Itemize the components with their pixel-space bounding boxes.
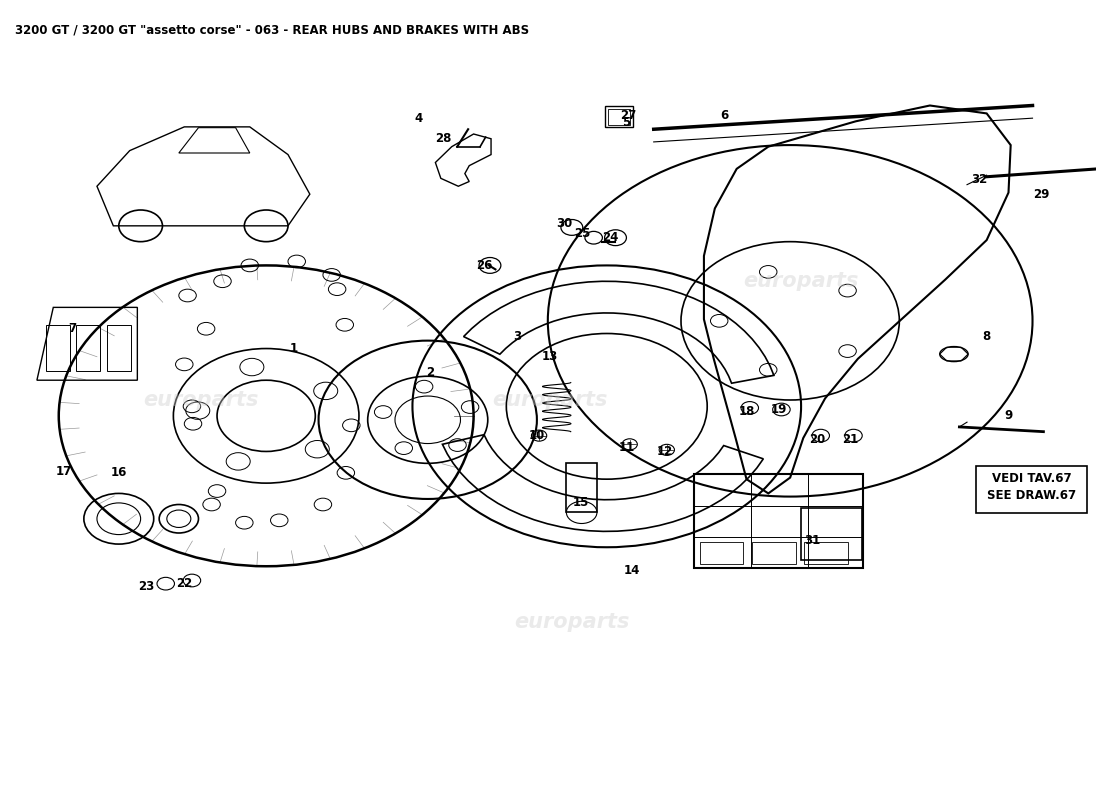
Bar <box>752 542 795 564</box>
Text: 13: 13 <box>542 350 558 363</box>
Text: 8: 8 <box>982 330 991 343</box>
Text: 3: 3 <box>514 330 521 343</box>
Circle shape <box>845 430 862 442</box>
Bar <box>605 106 632 127</box>
Text: 28: 28 <box>434 132 451 146</box>
Bar <box>694 474 864 568</box>
Bar <box>608 109 629 125</box>
Text: 29: 29 <box>1033 188 1049 201</box>
Text: 4: 4 <box>415 113 424 126</box>
Circle shape <box>772 403 790 416</box>
Text: 19: 19 <box>771 403 788 416</box>
Text: 21: 21 <box>843 433 858 446</box>
Text: 23: 23 <box>138 579 154 593</box>
Text: 25: 25 <box>574 227 591 240</box>
Text: 24: 24 <box>602 231 618 244</box>
Text: 10: 10 <box>529 429 544 442</box>
Text: 18: 18 <box>738 406 755 418</box>
Text: 27: 27 <box>620 109 637 122</box>
Text: 20: 20 <box>810 433 826 446</box>
Text: 12: 12 <box>657 445 673 458</box>
Bar <box>976 466 1087 514</box>
Text: 17: 17 <box>56 465 73 478</box>
Text: 9: 9 <box>1004 410 1013 422</box>
Bar <box>700 542 744 564</box>
Bar <box>45 325 69 370</box>
Text: europarts: europarts <box>514 612 629 632</box>
Bar <box>107 325 131 370</box>
Bar <box>566 463 597 513</box>
Text: 32: 32 <box>971 174 987 186</box>
Text: 26: 26 <box>476 259 493 272</box>
Bar <box>76 325 100 370</box>
Text: europarts: europarts <box>744 271 859 291</box>
Text: 5: 5 <box>623 117 630 130</box>
Text: 7: 7 <box>68 322 76 335</box>
Circle shape <box>812 430 829 442</box>
Text: 31: 31 <box>804 534 821 546</box>
Text: 14: 14 <box>624 564 640 577</box>
Text: 2: 2 <box>426 366 434 378</box>
Text: 16: 16 <box>111 466 126 479</box>
Text: 3200 GT / 3200 GT "assetto corse" - 063 - REAR HUBS AND BRAKES WITH ABS: 3200 GT / 3200 GT "assetto corse" - 063 … <box>15 24 529 37</box>
Text: 30: 30 <box>557 217 572 230</box>
Circle shape <box>741 402 759 414</box>
Text: 15: 15 <box>572 497 588 510</box>
Bar <box>804 542 848 564</box>
Text: 6: 6 <box>720 109 729 122</box>
Text: 22: 22 <box>176 577 192 590</box>
Text: europarts: europarts <box>143 390 258 410</box>
Text: 11: 11 <box>618 441 635 454</box>
Text: europarts: europarts <box>493 390 607 410</box>
Bar <box>801 508 862 560</box>
Text: 1: 1 <box>289 342 297 355</box>
Ellipse shape <box>939 346 968 362</box>
Text: VEDI TAV.67
SEE DRAW.67: VEDI TAV.67 SEE DRAW.67 <box>987 472 1076 502</box>
